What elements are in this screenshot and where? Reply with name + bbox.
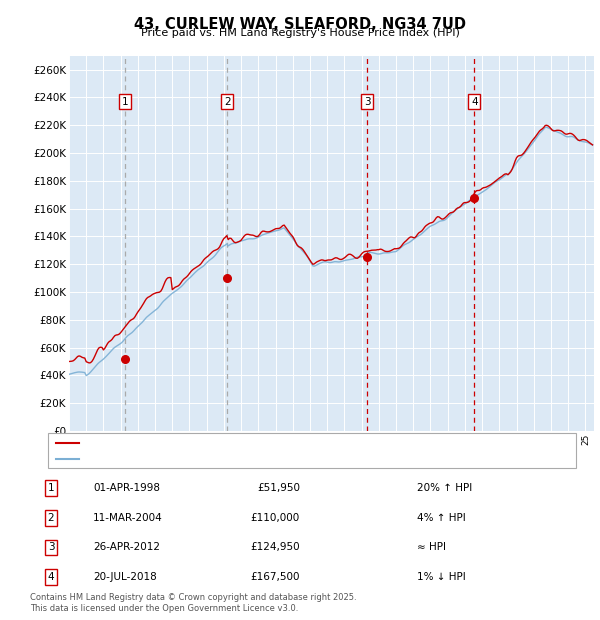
- Text: HPI: Average price, semi-detached house, North Kesteven: HPI: Average price, semi-detached house,…: [89, 454, 372, 464]
- Text: £124,950: £124,950: [250, 542, 300, 552]
- Text: 3: 3: [47, 542, 55, 552]
- Text: 3: 3: [364, 97, 370, 107]
- Text: Price paid vs. HM Land Registry's House Price Index (HPI): Price paid vs. HM Land Registry's House …: [140, 28, 460, 38]
- Text: 01-APR-1998: 01-APR-1998: [93, 483, 160, 493]
- Text: 20-JUL-2018: 20-JUL-2018: [93, 572, 157, 582]
- Text: 26-APR-2012: 26-APR-2012: [93, 542, 160, 552]
- Text: £51,950: £51,950: [257, 483, 300, 493]
- Text: 20% ↑ HPI: 20% ↑ HPI: [417, 483, 472, 493]
- Text: 4: 4: [471, 97, 478, 107]
- Text: 43, CURLEW WAY, SLEAFORD, NG34 7UD: 43, CURLEW WAY, SLEAFORD, NG34 7UD: [134, 17, 466, 32]
- Text: £110,000: £110,000: [251, 513, 300, 523]
- Text: 43, CURLEW WAY, SLEAFORD, NG34 7UD (semi-detached house): 43, CURLEW WAY, SLEAFORD, NG34 7UD (semi…: [89, 438, 405, 448]
- Text: 4% ↑ HPI: 4% ↑ HPI: [417, 513, 466, 523]
- Text: 2: 2: [224, 97, 230, 107]
- Text: 2: 2: [47, 513, 55, 523]
- Text: ≈ HPI: ≈ HPI: [417, 542, 446, 552]
- Text: 11-MAR-2004: 11-MAR-2004: [93, 513, 163, 523]
- Text: Contains HM Land Registry data © Crown copyright and database right 2025.
This d: Contains HM Land Registry data © Crown c…: [30, 593, 356, 613]
- Text: £167,500: £167,500: [251, 572, 300, 582]
- Text: 1: 1: [122, 97, 128, 107]
- Text: 1% ↓ HPI: 1% ↓ HPI: [417, 572, 466, 582]
- Text: 1: 1: [47, 483, 55, 493]
- Text: 4: 4: [47, 572, 55, 582]
